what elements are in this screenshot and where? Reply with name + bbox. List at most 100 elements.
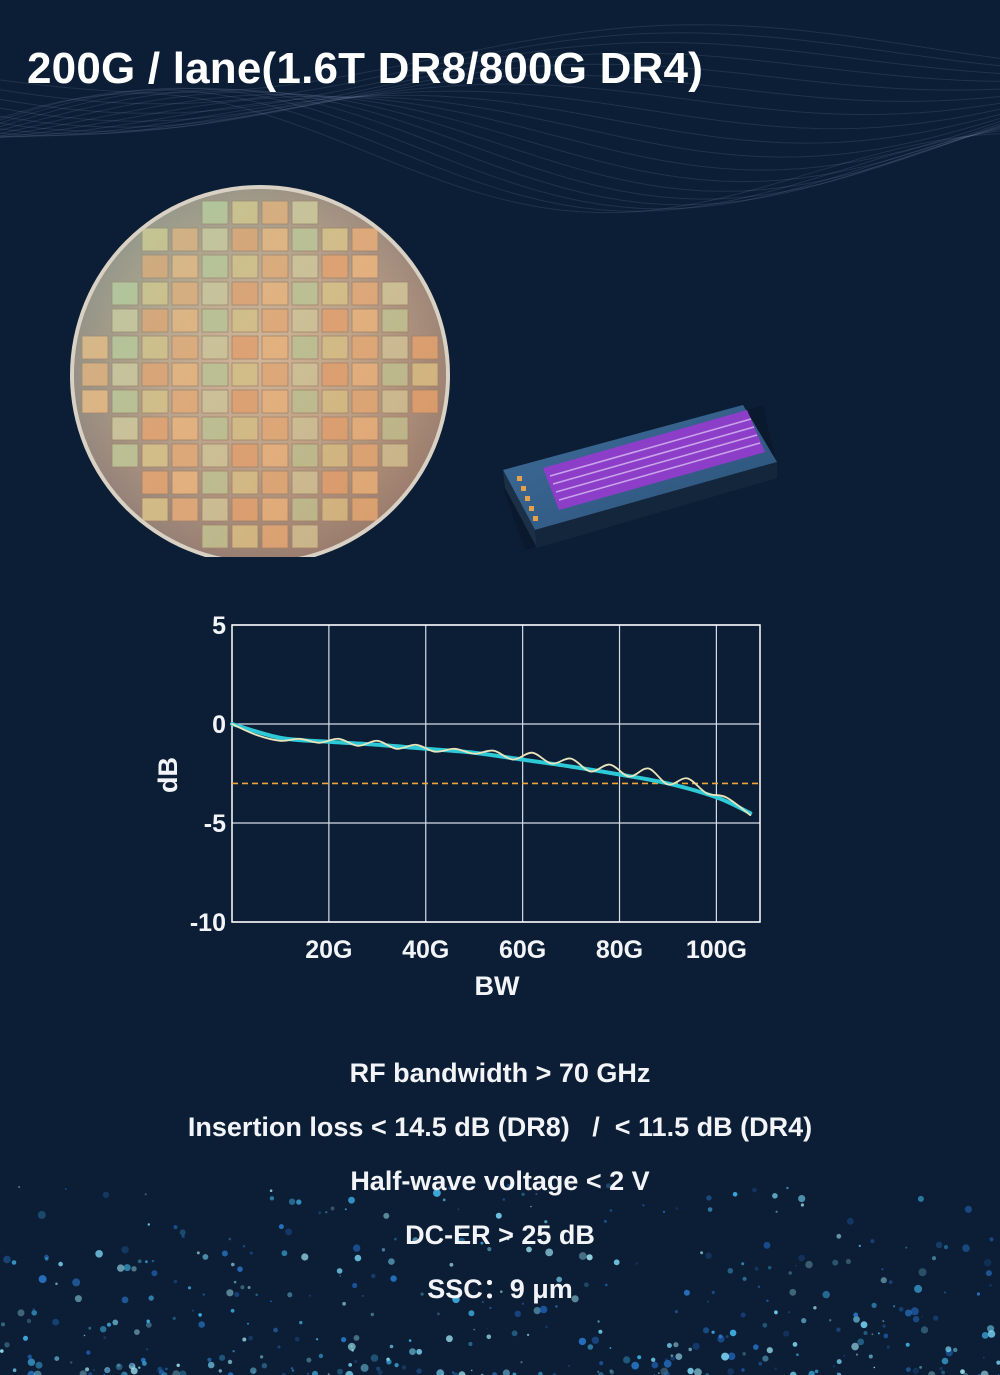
- glow-particle: [85, 1367, 90, 1372]
- glow-particle: [609, 1209, 613, 1212]
- glow-particle: [981, 1332, 989, 1339]
- glow-particle: [32, 1308, 35, 1311]
- glow-particle: [798, 1195, 806, 1203]
- glow-particle: [294, 1336, 300, 1342]
- glow-particle: [457, 1208, 460, 1211]
- glow-particle: [27, 1358, 36, 1366]
- glow-particle: [255, 1293, 258, 1297]
- glow-particle: [290, 1367, 294, 1370]
- glow-particle: [3, 1255, 11, 1264]
- glow-particle: [860, 1321, 868, 1329]
- glow-particle: [179, 1229, 186, 1236]
- glow-particle: [836, 1359, 842, 1365]
- glow-particle: [774, 1310, 778, 1315]
- glow-particle: [578, 1337, 587, 1346]
- glow-particle: [226, 1289, 234, 1297]
- glow-particle: [196, 1251, 200, 1255]
- glow-particle: [920, 1326, 929, 1334]
- glow-particle: [742, 1352, 746, 1356]
- glow-particle: [33, 1370, 42, 1375]
- glow-particle: [376, 1366, 381, 1371]
- glow-particle: [963, 1372, 968, 1375]
- glow-particle: [905, 1246, 908, 1249]
- glow-particle: [269, 1196, 275, 1201]
- glow-particle: [156, 1366, 164, 1374]
- glow-particle: [795, 1264, 797, 1267]
- glow-particle: [137, 1259, 142, 1264]
- background-wave: [0, 41, 1000, 114]
- glow-particle: [919, 1366, 922, 1369]
- glow-particle: [586, 1254, 593, 1261]
- glow-particle: [451, 1371, 455, 1374]
- glow-particle: [725, 1335, 729, 1339]
- glow-particle: [836, 1233, 842, 1239]
- page-title: 200G / lane(1.6T DR8/800G DR4): [27, 44, 704, 93]
- glow-particle: [893, 1305, 896, 1308]
- glow-particle: [670, 1356, 675, 1361]
- glow-particle: [766, 1347, 773, 1354]
- glow-particle: [342, 1301, 346, 1306]
- background-wave: [0, 24, 1000, 94]
- glow-particle: [609, 1370, 615, 1375]
- glow-particle: [605, 1283, 608, 1287]
- glow-particle: [468, 1310, 475, 1317]
- glow-particle: [117, 1264, 125, 1272]
- glow-particle: [247, 1286, 251, 1289]
- glow-particle: [449, 1262, 454, 1267]
- glow-particle: [281, 1250, 288, 1257]
- glow-particle: [555, 1305, 558, 1308]
- glow-particle: [941, 1357, 949, 1365]
- glow-particle: [250, 1367, 257, 1374]
- glow-particle: [674, 1310, 679, 1314]
- glow-particle: [939, 1367, 943, 1371]
- x-axis-label: BW: [475, 971, 520, 1001]
- glow-particle: [436, 1369, 445, 1375]
- glow-particle: [918, 1268, 927, 1277]
- glow-particle: [371, 1273, 376, 1279]
- glow-particle: [240, 1285, 245, 1290]
- glow-particle: [481, 1300, 484, 1304]
- glow-particle: [81, 1372, 85, 1375]
- glow-particle: [706, 1195, 712, 1201]
- glow-particle: [121, 1296, 129, 1304]
- background-wave: [0, 96, 1000, 158]
- glow-particle: [79, 1370, 87, 1375]
- glow-particle: [486, 1334, 492, 1340]
- glow-particle: [711, 1330, 715, 1334]
- glow-particle: [921, 1316, 924, 1318]
- glow-particle: [711, 1290, 715, 1294]
- glow-particle: [228, 1237, 232, 1241]
- glow-particle: [26, 1318, 32, 1324]
- glow-particle: [296, 1199, 302, 1205]
- glow-particle: [673, 1342, 679, 1348]
- glow-particle: [943, 1245, 949, 1250]
- glow-particle: [348, 1363, 353, 1367]
- glow-particle: [318, 1211, 322, 1215]
- glow-particle: [115, 1363, 123, 1371]
- glow-particle: [187, 1286, 192, 1290]
- glow-particle: [609, 1369, 613, 1373]
- glow-particle: [727, 1268, 734, 1274]
- glow-particle: [598, 1329, 603, 1334]
- glow-particle: [631, 1361, 640, 1370]
- glow-particle: [987, 1330, 996, 1338]
- glow-particle: [112, 1319, 119, 1326]
- glow-particle: [486, 1327, 489, 1330]
- glow-particle: [18, 1186, 20, 1188]
- glow-particle: [231, 1262, 235, 1267]
- glow-particle: [337, 1368, 343, 1375]
- glow-particle: [989, 1284, 992, 1287]
- glow-particle: [348, 1196, 355, 1204]
- glow-particle: [511, 1330, 518, 1337]
- glow-particle: [172, 1370, 180, 1375]
- glow-particle: [442, 1198, 446, 1202]
- glow-particle: [783, 1330, 790, 1337]
- background-wave: [0, 89, 1000, 212]
- glow-particle: [868, 1354, 873, 1359]
- glow-particle: [571, 1295, 579, 1303]
- background-wave: [0, 95, 1000, 171]
- glow-particle: [989, 1237, 994, 1242]
- glow-particle: [390, 1275, 397, 1282]
- glow-particle: [233, 1280, 237, 1284]
- glow-particle: [851, 1342, 859, 1351]
